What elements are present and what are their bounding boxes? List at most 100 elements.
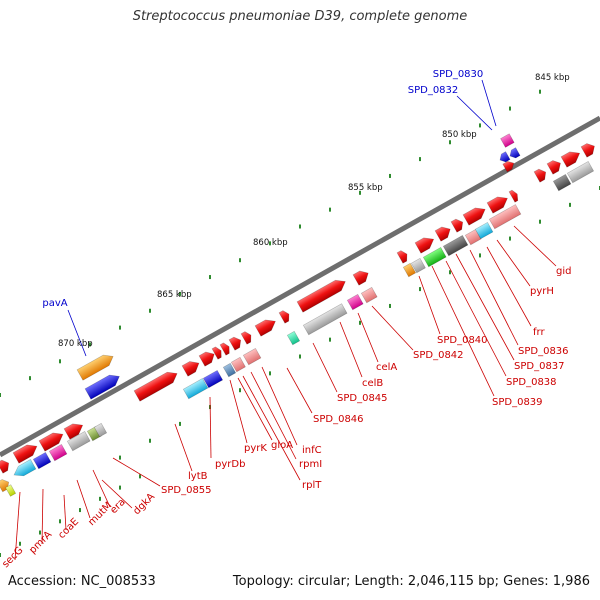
gene-label-dgka: dgkA	[131, 491, 157, 517]
callout-line	[481, 79, 497, 127]
gene-label-secg: secG	[0, 545, 25, 570]
cds-arrow	[38, 432, 64, 452]
cds-arrow	[219, 342, 230, 356]
genome-backbone	[0, 115, 600, 458]
cds-arrow	[450, 218, 464, 233]
scale-label: 860 kbp	[253, 238, 288, 248]
gene-label-spd_0837: SPD_0837	[514, 361, 565, 372]
callout-line	[174, 423, 193, 472]
gene-label-mutm: mutM	[86, 500, 114, 528]
gene-label-rplt: rplT	[302, 480, 322, 491]
gene-label-pava: pavA	[42, 298, 67, 309]
cog-gene-block	[222, 362, 237, 378]
gene-label-infc: infC	[302, 445, 322, 456]
gene-label-spd_0832: SPD_0832	[408, 85, 459, 96]
cds-arrow	[434, 226, 451, 242]
cog-gene-block	[488, 204, 522, 230]
callout-line	[455, 253, 515, 361]
cds-arrow	[533, 168, 547, 183]
cds-arrow	[198, 351, 215, 367]
callout-line	[76, 479, 91, 519]
cds-arrow	[508, 189, 519, 203]
gene-label-pyrh: pyrH	[530, 286, 554, 297]
cog-gene-block	[474, 221, 494, 240]
callout-line	[496, 239, 531, 287]
map-title: Streptococcus pneumoniae D39, complete g…	[132, 9, 468, 24]
cog-gene-block	[346, 293, 364, 311]
cog-gene-block	[66, 431, 91, 452]
cog-gene-block	[202, 369, 224, 389]
cds-arrow	[580, 143, 595, 158]
callout-line	[92, 469, 111, 508]
cds-arrow	[502, 161, 515, 173]
cog-gene-block	[13, 459, 37, 477]
gene-label-spd_0839: SPD_0839	[492, 397, 543, 408]
genes-layer	[0, 133, 595, 497]
cds-arrow	[352, 270, 369, 286]
pavA-blue-arrow	[84, 374, 120, 400]
gene-label-cela: celA	[376, 362, 397, 373]
cds-arrow	[486, 196, 508, 214]
cog-gene-block	[464, 228, 482, 246]
cog-gene-block	[410, 257, 426, 274]
gene-label-gid: gid	[556, 266, 571, 277]
cds-arrow	[278, 310, 290, 324]
scale-label: 855 kbp	[348, 183, 383, 193]
callout-line	[261, 366, 298, 446]
cds-arrow	[546, 160, 561, 175]
cog-gene-block	[286, 330, 301, 346]
cog-gene-block	[0, 479, 10, 493]
cog-gene-block	[182, 378, 209, 400]
callout-line	[418, 275, 441, 335]
spd0832-gene	[499, 151, 511, 163]
callout-line	[112, 457, 161, 487]
callout-line	[371, 305, 414, 351]
callout-line	[486, 246, 532, 327]
callout-line	[286, 367, 313, 414]
cog-gene-block	[230, 356, 246, 373]
callout-line	[469, 249, 519, 346]
gene-label-spd_0855: SPD_0855	[161, 485, 212, 496]
pavA-orange-arrow	[76, 354, 114, 381]
gene-label-lytb: lytB	[188, 471, 208, 482]
callout-line	[250, 371, 297, 460]
scale-label: 865 kbp	[157, 290, 192, 300]
callout-line	[357, 312, 379, 363]
callout-line	[445, 260, 507, 377]
cog-gene-block	[402, 262, 417, 278]
cog-gene-block	[302, 303, 348, 336]
callout-line	[513, 225, 557, 267]
gene-label-spd_0840: SPD_0840	[437, 335, 488, 346]
callout-line	[41, 488, 44, 545]
cog-gene-block	[93, 422, 108, 438]
gene-label-frr: frr	[533, 327, 545, 338]
topology-text: Topology: circular; Length: 2,046,115 bp…	[232, 574, 590, 589]
gene-label-gloa: gloA	[271, 440, 293, 451]
cds-arrow	[211, 346, 222, 360]
cog-gene-block	[5, 484, 17, 497]
cog-gene-block	[442, 235, 469, 257]
callout-line	[242, 375, 301, 481]
gene-label-spd_0846: SPD_0846	[313, 414, 364, 425]
spd0832-gene	[509, 147, 521, 159]
scale-label: 845 kbp	[535, 73, 570, 83]
cds-arrow	[63, 423, 84, 440]
cds-arrow	[254, 319, 276, 337]
cds-arrow	[12, 444, 38, 464]
accession-text: Accession: NC_008533	[8, 574, 156, 589]
cds-arrow	[560, 151, 581, 168]
gene-label-spd_0842: SPD_0842	[413, 350, 464, 361]
callout-line	[101, 479, 133, 509]
gene-label-spd_0836: SPD_0836	[518, 346, 569, 357]
gene-label-pyrdb: pyrDb	[215, 459, 245, 470]
cog-gene-block	[360, 286, 378, 304]
spd0830-gene	[500, 133, 515, 148]
scale-label: 850 kbp	[442, 130, 477, 140]
callout-line	[431, 265, 495, 397]
gene-label-spd_0830: SPD_0830	[433, 69, 484, 80]
cds-arrow	[414, 237, 435, 254]
callout-line	[67, 309, 87, 357]
gene-label-spd_0845: SPD_0845	[337, 393, 388, 404]
callout-line	[456, 95, 493, 131]
cds-arrow	[296, 279, 346, 313]
